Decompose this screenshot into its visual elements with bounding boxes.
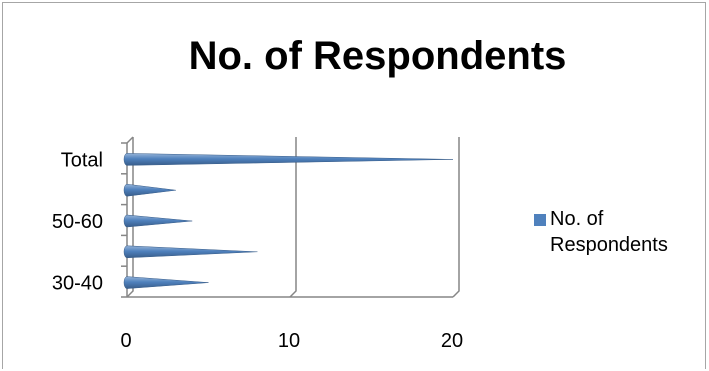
cone-bar-50-60 xyxy=(123,214,193,228)
cone-bar-30-40 xyxy=(123,276,209,289)
x-tick-label-20: 20 xyxy=(441,330,463,352)
cone-bar-category-1 xyxy=(123,245,258,259)
gridline-2 xyxy=(452,137,460,298)
x-tick-label-0: 0 xyxy=(120,330,131,352)
category-label-50-60: 50-60 xyxy=(52,211,103,233)
chart-title: No. of Respondents xyxy=(188,34,567,78)
legend-label: No. of Respondents xyxy=(550,208,668,256)
legend-swatch xyxy=(534,214,546,226)
cone-bar-category-3 xyxy=(123,183,176,197)
cone-bar-Total xyxy=(123,153,454,166)
category-label-Total: Total xyxy=(61,149,103,171)
axis-top-edge xyxy=(126,136,134,144)
gridline-1 xyxy=(289,137,297,298)
category-label-30-40: 30-40 xyxy=(52,273,103,295)
x-tick-label-10: 10 xyxy=(278,330,300,352)
